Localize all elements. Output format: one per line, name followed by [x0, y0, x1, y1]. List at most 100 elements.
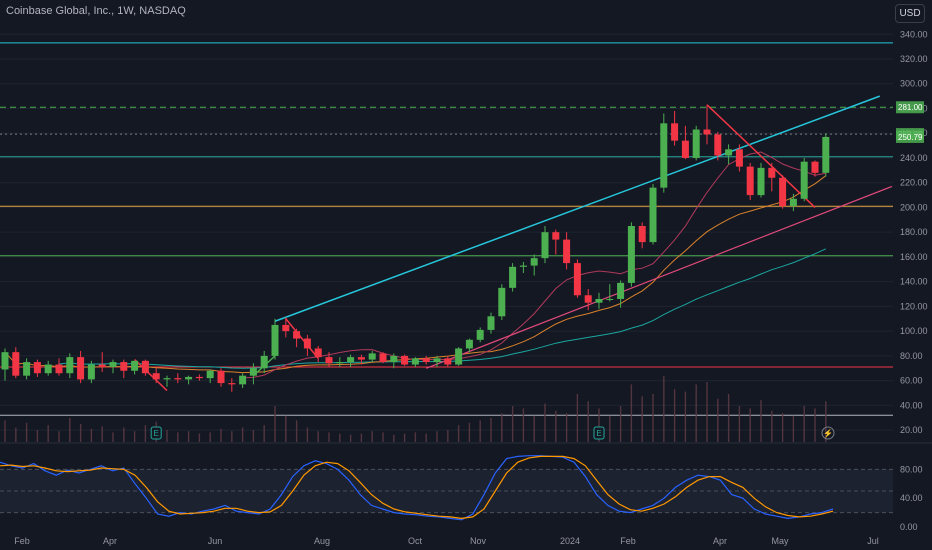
oscillator-axis-tick: 80.00	[900, 464, 923, 474]
volume-bar	[101, 426, 103, 442]
candle-body	[692, 129, 700, 158]
candle-body	[120, 362, 128, 371]
volume-bar	[760, 400, 762, 442]
volume-bar	[25, 422, 28, 442]
time-axis-label: Feb	[620, 536, 636, 546]
volume-bar	[177, 432, 179, 442]
volume-bar	[295, 420, 298, 442]
time-axis-label: Jun	[208, 536, 223, 546]
candle-body	[336, 362, 344, 364]
candle-body	[800, 161, 808, 199]
volume-bar	[544, 403, 546, 442]
candle-body	[433, 358, 441, 363]
ascending-trendline	[274, 95, 881, 322]
candle-body	[239, 375, 247, 385]
volume-bar	[4, 420, 6, 442]
candle-body	[746, 166, 754, 196]
candle-body	[768, 167, 776, 178]
volume-bar	[781, 413, 784, 442]
candle-body	[563, 239, 571, 264]
volume-bar	[144, 425, 147, 442]
candle-body	[44, 364, 52, 374]
volume-bar	[576, 394, 579, 442]
time-axis-label: Oct	[408, 536, 423, 546]
candle-body	[303, 338, 311, 349]
candle-body	[735, 149, 743, 167]
oscillator-k-line	[0, 455, 834, 521]
candle-body	[509, 266, 517, 288]
volume-bar	[198, 433, 201, 442]
candle-body	[282, 324, 290, 332]
candle-body	[379, 353, 387, 363]
time-axis-label: Nov	[470, 536, 487, 546]
price-axis-tick: 20.00	[900, 425, 923, 435]
volume-bar	[663, 376, 665, 442]
candle-body	[66, 357, 74, 374]
currency-button[interactable]: USD	[895, 4, 925, 23]
price-axis-tick: 120.00	[900, 301, 928, 311]
candle-body	[465, 339, 473, 349]
volume-bar	[727, 394, 730, 442]
candle-body	[55, 364, 63, 374]
price-tag-box	[896, 101, 924, 114]
earnings-marker: E	[150, 426, 162, 440]
volume-bar	[360, 433, 363, 442]
volume-bar	[598, 408, 600, 442]
volume-bar	[619, 406, 622, 442]
volume-bar	[133, 431, 136, 442]
volume-bar	[69, 418, 71, 442]
candle-body	[638, 226, 646, 243]
candle-body	[649, 187, 657, 243]
candle-body	[293, 331, 301, 339]
volume-bar	[825, 401, 827, 442]
volume-bar	[382, 432, 384, 442]
volume-bar	[565, 413, 568, 442]
price-axis-tick: 240.00	[900, 153, 928, 163]
candle-body	[476, 329, 484, 340]
volume-bar	[58, 431, 60, 442]
volume-bar	[641, 396, 643, 442]
ma-line-teal	[58, 248, 827, 369]
price-tag-label: 250.79	[898, 133, 923, 142]
volume-bar	[533, 415, 535, 442]
price-axis-tick: 180.00	[900, 227, 928, 237]
volume-bar	[414, 432, 417, 442]
volume-bar	[47, 425, 49, 442]
support-trendline	[425, 185, 893, 369]
candle-body	[260, 355, 268, 369]
price-axis-tick: 80.00	[900, 351, 923, 361]
earnings-marker-box	[150, 426, 162, 440]
volume-bar	[231, 431, 233, 442]
volume-bar	[187, 431, 190, 442]
candle-body	[627, 226, 635, 283]
candle-body	[109, 362, 117, 368]
earnings-marker: E	[593, 426, 605, 440]
volume-bar	[490, 418, 492, 442]
oscillator-axis-tick: 0.00	[900, 522, 918, 532]
descending-trendline	[706, 104, 816, 208]
candle-body	[1, 352, 9, 370]
dividend-marker	[821, 426, 835, 440]
volume-bar	[457, 425, 460, 442]
candle-body	[411, 358, 419, 365]
volume-bar	[123, 427, 125, 442]
time-axis-label: Apr	[103, 536, 117, 546]
volume-bar	[706, 382, 708, 442]
candle-body	[541, 232, 549, 259]
candle-body	[455, 348, 463, 365]
candle-body	[671, 123, 679, 141]
volume-bar	[241, 427, 244, 442]
candle-body	[23, 362, 31, 376]
candle-body	[725, 149, 733, 156]
candle-body	[822, 136, 830, 173]
volume-bar	[393, 434, 395, 442]
candle-body	[314, 348, 322, 358]
ma-line-orange	[4, 175, 827, 374]
candle-body	[206, 370, 214, 379]
volume-bar	[328, 432, 330, 442]
candle-body	[368, 353, 376, 360]
volume-bar	[285, 415, 287, 442]
volume-bar	[371, 431, 373, 442]
candle-body	[401, 355, 409, 365]
